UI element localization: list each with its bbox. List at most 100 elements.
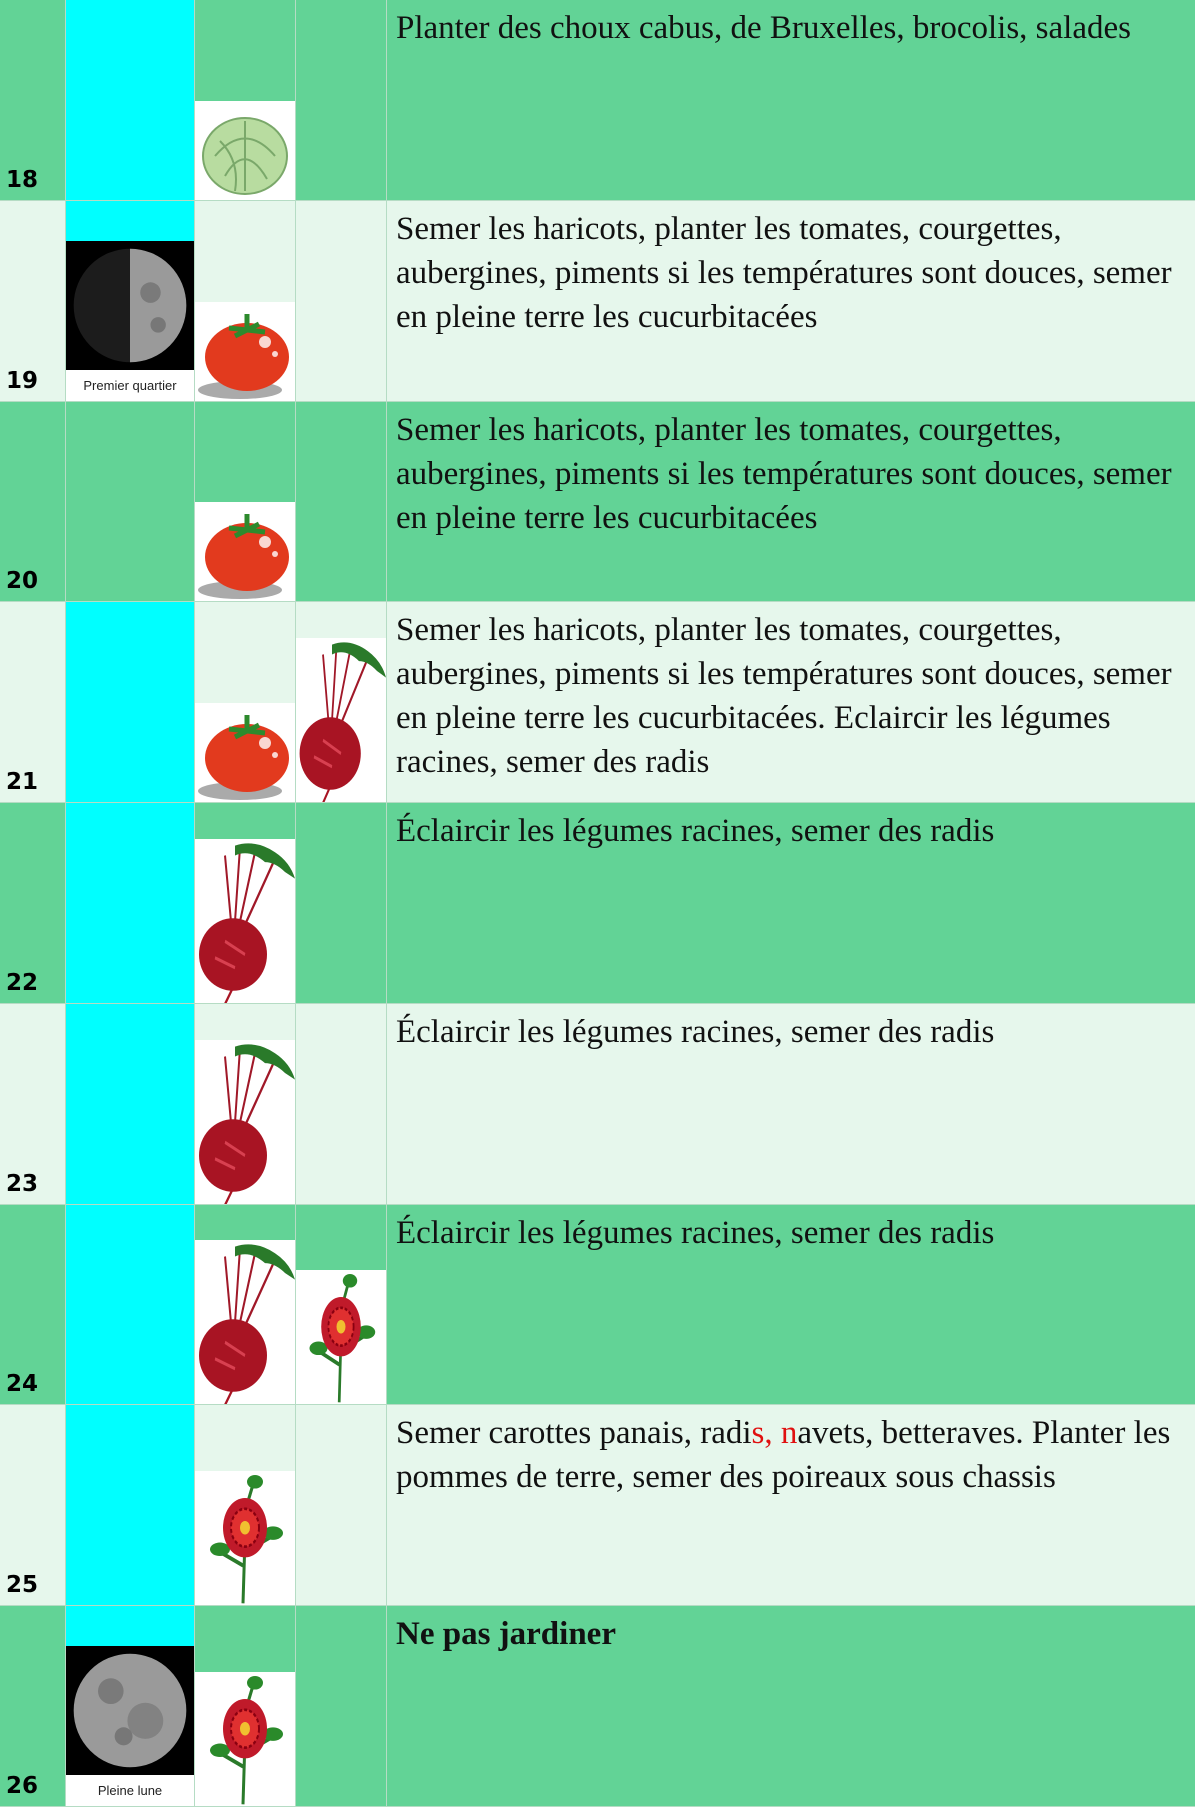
- column-divider: [194, 201, 195, 401]
- column-divider: [386, 803, 387, 1003]
- column-divider: [194, 602, 195, 802]
- table-row: 21 Semer les haricots, planter les tomate…: [0, 602, 1195, 803]
- column-divider: [194, 402, 195, 601]
- moon-band: [66, 201, 194, 241]
- column-divider: [194, 1606, 195, 1806]
- column-divider: [386, 602, 387, 802]
- column-divider: [386, 1205, 387, 1404]
- column-divider: [386, 1405, 387, 1605]
- advice-text: Semer les haricots, planter les tomates,…: [387, 201, 1195, 401]
- moon-band: [66, 1205, 194, 1404]
- advice-text: Semer carottes panais, radis, navets, be…: [387, 1405, 1195, 1605]
- text-segment: Éclaircir les légumes racines, semer des…: [396, 813, 995, 849]
- text-segment: Semer les haricots, planter les tomates,…: [396, 412, 1172, 536]
- table-row: 18 Planter des choux cabus, de Bruxelles,…: [0, 0, 1195, 201]
- column-divider: [194, 1205, 195, 1404]
- table-row: 23 Éclaircir les légumes racines, semer d…: [0, 1004, 1195, 1205]
- plant-icon: [195, 1040, 295, 1204]
- plant-icon: [195, 703, 295, 802]
- text-segment: Éclaircir les légumes racines, semer des…: [396, 1215, 995, 1251]
- table-row: 25 Semer carottes panais, radis, navets, …: [0, 1405, 1195, 1606]
- column-divider: [295, 1205, 296, 1404]
- column-divider: [386, 0, 387, 200]
- moon-label: Pleine lune: [66, 1775, 194, 1806]
- column-divider: [295, 803, 296, 1003]
- column-divider: [194, 803, 195, 1003]
- column-divider: [65, 402, 66, 601]
- plant-icon: [296, 1270, 386, 1404]
- table-row: 22 Éclaircir les légumes racines, semer d…: [0, 803, 1195, 1004]
- moon-band: [66, 1004, 194, 1204]
- column-divider: [194, 0, 195, 200]
- text-segment: Semer carottes panais, radi: [396, 1415, 752, 1451]
- column-divider: [65, 602, 66, 802]
- day-number: 20: [6, 568, 39, 594]
- text-segment: Semer les haricots, planter les tomates,…: [396, 211, 1172, 335]
- moon-label: Premier quartier: [66, 370, 194, 401]
- column-divider: [65, 1004, 66, 1204]
- plant-icon: [195, 1471, 295, 1605]
- text-segment: Ne pas jardiner: [396, 1616, 616, 1652]
- text-segment: Éclaircir les légumes racines, semer des…: [396, 1014, 995, 1050]
- moon-band: [66, 803, 194, 1003]
- column-divider: [65, 803, 66, 1003]
- moon-band: [66, 1606, 194, 1646]
- column-divider: [65, 201, 66, 401]
- column-divider: [65, 1606, 66, 1806]
- advice-text: Ne pas jardiner: [387, 1606, 1195, 1806]
- advice-text: Planter des choux cabus, de Bruxelles, b…: [387, 0, 1195, 200]
- plant-icon: [195, 1672, 295, 1806]
- moon-image: Premier quartier: [66, 241, 194, 401]
- advice-text: Éclaircir les légumes racines, semer des…: [387, 1004, 1195, 1204]
- column-divider: [386, 1004, 387, 1204]
- plant-icon: [296, 638, 386, 802]
- advice-text: Éclaircir les légumes racines, semer des…: [387, 803, 1195, 1003]
- column-divider: [65, 1205, 66, 1404]
- text-segment: avets, betteraves. Planter les pommes de…: [396, 1415, 1171, 1495]
- column-divider: [295, 602, 296, 802]
- column-divider: [386, 1606, 387, 1806]
- plant-icon: [195, 1240, 295, 1404]
- plant-icon: [195, 101, 295, 200]
- day-number: 18: [6, 167, 39, 193]
- day-number: 19: [6, 368, 39, 394]
- moon-photo: [66, 1646, 194, 1775]
- plant-icon: [195, 839, 295, 1003]
- day-number: 21: [6, 769, 39, 795]
- text-segment: Semer les haricots, planter les tomates,…: [396, 612, 1172, 780]
- table-row: 19 Premier quartier Semer les haricots, pl…: [0, 201, 1195, 402]
- column-divider: [295, 1606, 296, 1806]
- table-row: 20 Semer les haricots, planter les tomate…: [0, 402, 1195, 602]
- advice-text: Semer les haricots, planter les tomates,…: [387, 602, 1195, 802]
- column-divider: [295, 1405, 296, 1605]
- column-divider: [295, 0, 296, 200]
- moon-band: [66, 602, 194, 802]
- day-number: 23: [6, 1171, 39, 1197]
- day-number: 26: [6, 1773, 39, 1799]
- column-divider: [386, 201, 387, 401]
- column-divider: [65, 0, 66, 200]
- moon-band: [66, 1405, 194, 1605]
- day-number: 22: [6, 970, 39, 996]
- moon-photo: [66, 241, 194, 370]
- text-segment: Planter des choux cabus, de Bruxelles, b…: [396, 10, 1131, 46]
- plant-icon: [195, 302, 295, 401]
- advice-text: Éclaircir les légumes racines, semer des…: [387, 1205, 1195, 1404]
- column-divider: [386, 402, 387, 601]
- advice-text: Semer les haricots, planter les tomates,…: [387, 402, 1195, 601]
- table-row: 26 Pleine lune Ne pas jardiner: [0, 1606, 1195, 1807]
- text-segment: s, n: [751, 1415, 798, 1451]
- column-divider: [295, 201, 296, 401]
- moon-band: [66, 0, 194, 200]
- day-number: 25: [6, 1572, 39, 1598]
- plant-icon: [195, 502, 295, 601]
- column-divider: [295, 402, 296, 601]
- day-number: 24: [6, 1371, 39, 1397]
- column-divider: [295, 1004, 296, 1204]
- column-divider: [194, 1405, 195, 1605]
- column-divider: [65, 1405, 66, 1605]
- column-divider: [194, 1004, 195, 1204]
- moon-image: Pleine lune: [66, 1646, 194, 1806]
- table-row: 24 Éclaircir les légumes racines, semer d…: [0, 1205, 1195, 1405]
